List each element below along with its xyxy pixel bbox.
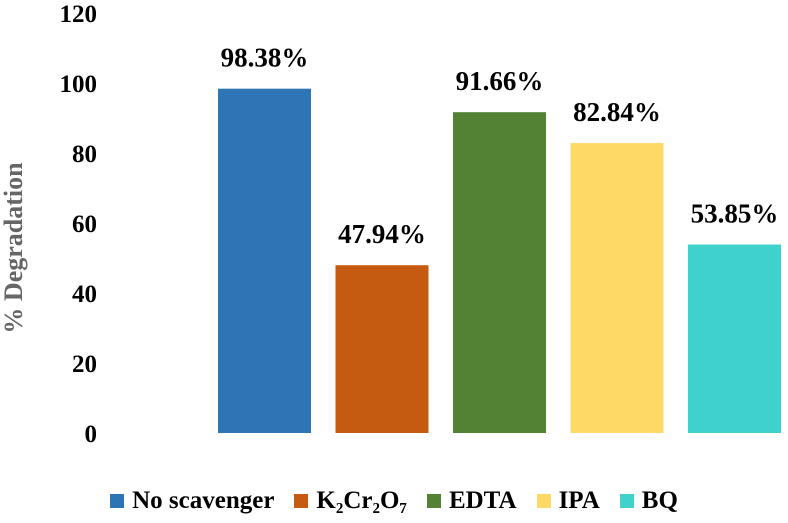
bar (335, 265, 429, 433)
y-tick-label: 40 (72, 281, 97, 308)
bar (453, 112, 546, 433)
data-label: 98.38% (221, 43, 309, 73)
legend-label: IPA (558, 487, 600, 514)
legend-swatch (426, 494, 441, 508)
y-tick-label: 80 (72, 141, 97, 168)
y-tick-label: 20 (72, 351, 97, 378)
y-axis-label: % Degradation (0, 162, 28, 334)
y-tick-label: 0 (85, 421, 98, 448)
legend-label: No scavenger (132, 487, 275, 514)
data-labels: 98.38% 47.94% 91.66% 82.84% 53.85% (221, 43, 779, 250)
legend-swatch (294, 494, 309, 508)
legend-item: BQ (619, 487, 678, 515)
data-label: 82.84% (573, 97, 661, 127)
legend-item: No scavenger (110, 487, 274, 515)
legend-swatch (110, 494, 125, 508)
data-label: 53.85% (691, 199, 779, 229)
legend-swatch (619, 494, 634, 508)
y-tick-label: 60 (72, 211, 97, 238)
y-tick-label: 100 (60, 71, 98, 98)
bars (218, 88, 781, 434)
legend-label: BQ (641, 487, 678, 514)
legend-item: K₂Cr₂O₇ (294, 487, 407, 515)
legend-item: IPA (536, 487, 600, 515)
legend-swatch (536, 494, 551, 508)
legend-label: EDTA (448, 487, 517, 514)
legend-label: K₂Cr₂O₇ (316, 487, 407, 514)
bar (570, 143, 664, 433)
data-label: 91.66% (456, 66, 544, 96)
data-label: 47.94% (338, 219, 426, 249)
y-axis-ticks: 0 20 40 60 80 100 120 (60, 1, 98, 448)
bar (688, 244, 781, 433)
legend: No scavenger K₂Cr₂O₇ EDTA IPA BQ (0, 484, 788, 518)
bar (218, 88, 311, 434)
legend-item: EDTA (426, 487, 517, 515)
y-tick-label: 120 (60, 1, 98, 28)
